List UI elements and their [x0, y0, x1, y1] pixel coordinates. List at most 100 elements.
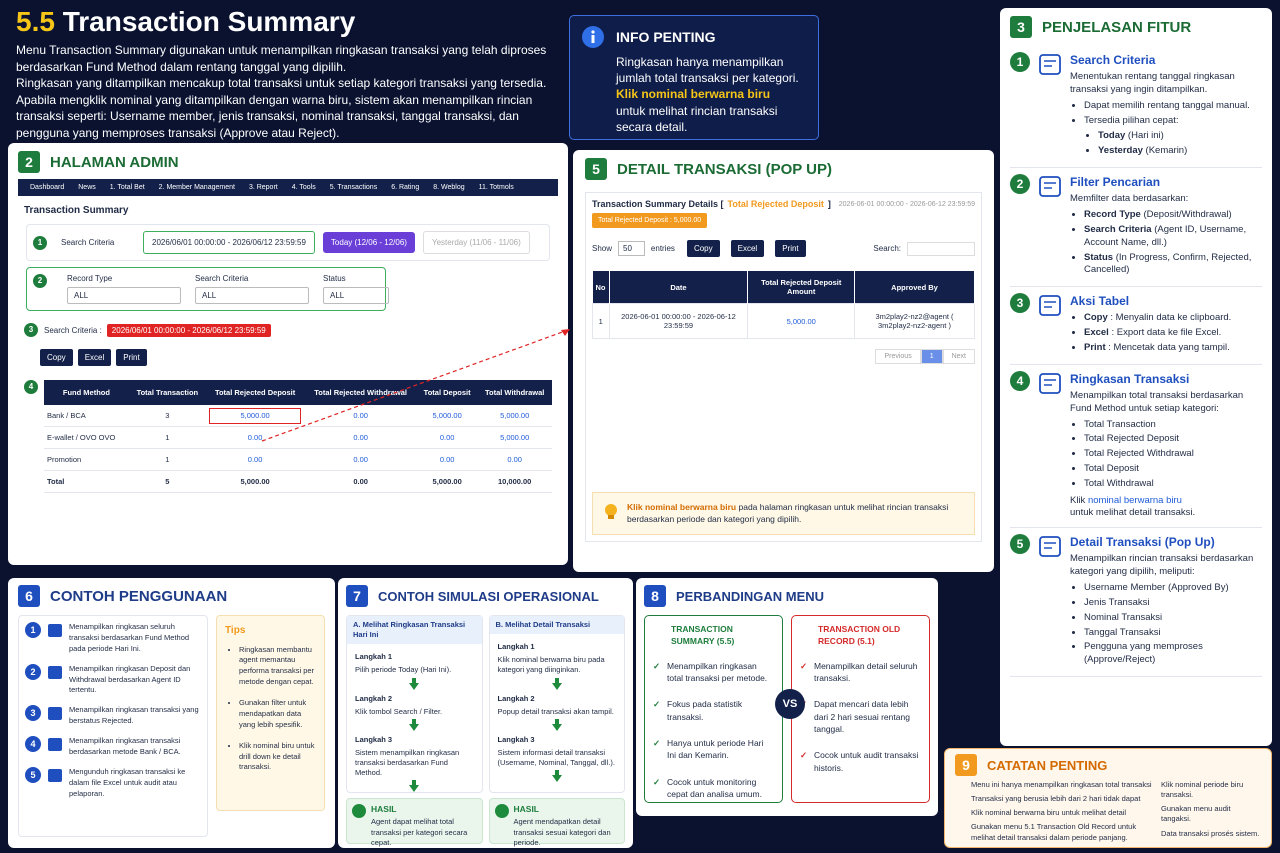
- result-text: Agent dapat melihat total transaksi per …: [371, 817, 468, 847]
- bullet: Total Rejected Deposit: [1084, 433, 1262, 446]
- amount-link[interactable]: 5,000.00: [477, 405, 552, 427]
- icon: [48, 768, 62, 782]
- date-input[interactable]: 2026/06/01 00:00:00 - 2026/06/12 23:59:5…: [143, 231, 315, 254]
- action-button[interactable]: Copy: [686, 240, 720, 257]
- feature-body: Detail Transaksi (Pop Up) Menampilkan rin…: [1070, 534, 1262, 669]
- bullet-list: Total Transaction Total Rejected Deposit T…: [1070, 419, 1262, 491]
- column-header: Fund Method: [44, 380, 129, 405]
- nav-item[interactable]: Dashboard: [30, 184, 65, 191]
- bullet-text: Tersedia pilihan cepat:: [1084, 114, 1179, 126]
- nav-item[interactable]: 6. Rating: [391, 184, 420, 191]
- action-button[interactable]: Print: [775, 240, 806, 257]
- usage-panel: 6 CONTOH PENGGUNAAN 1 Menampilkan ringkasa…: [8, 578, 335, 848]
- page-button[interactable]: 1: [920, 349, 943, 364]
- bullet: Nominal Transaksi: [1084, 612, 1262, 625]
- table-row: Promotion 1 0.00 0.00 0.00 0.00: [44, 448, 552, 471]
- step-number: 4: [24, 380, 38, 394]
- action-button[interactable]: Print: [116, 349, 147, 366]
- amount-link[interactable]: 5,000.00: [416, 405, 478, 427]
- bullet: Today (Hari ini): [1098, 130, 1262, 143]
- amount-link[interactable]: 0.00: [304, 448, 417, 471]
- table-cell: 1: [128, 448, 206, 471]
- nav-item[interactable]: 1. Total Bet: [109, 184, 145, 191]
- step-number: 2: [33, 274, 47, 288]
- amount-link[interactable]: 0.00: [416, 426, 478, 449]
- nav-item[interactable]: News: [78, 184, 96, 191]
- amount-link[interactable]: 0.00: [304, 405, 417, 427]
- feature-body: Filter Pencarian Memfilter data berdasark…: [1070, 174, 1262, 279]
- section-number: 7: [346, 585, 368, 607]
- usage-body: 1 Menampilkan ringkasan seluruh transaksi…: [18, 615, 325, 837]
- column-header: Total Rejected Withdrawal: [304, 380, 417, 405]
- amount-link[interactable]: 5,000.00: [205, 405, 305, 427]
- bullet-text: Total Deposit: [1084, 463, 1139, 474]
- compare-point: Dapat mencari data lebih dari 2 hari ses…: [800, 698, 921, 735]
- amount-link[interactable]: 0.00: [416, 448, 478, 471]
- feature-title: Aksi Tabel: [1070, 294, 1130, 309]
- amount-link[interactable]: 5,000.00: [477, 426, 552, 449]
- action-button[interactable]: Excel: [77, 349, 112, 366]
- sim-result: HASIL Agent mendapatkan detail transaksi …: [488, 798, 625, 847]
- info-title: INFO PENTING: [616, 29, 716, 45]
- item-number: 4: [25, 736, 41, 752]
- search-input[interactable]: [907, 241, 975, 256]
- bullet: Yesterday (Kemarin): [1098, 145, 1262, 158]
- page-title: 5.5 Transaction Summary: [16, 6, 556, 38]
- bullet-text: Dapat memilih rentang tanggal manual.: [1084, 99, 1250, 111]
- bullet-text: Total Transaction: [1084, 418, 1156, 430]
- action-button[interactable]: Excel: [730, 240, 765, 257]
- note-line: Klik nominal periode biru transaksi.: [1161, 780, 1244, 800]
- show-select[interactable]: 50: [618, 241, 645, 256]
- yesterday-button[interactable]: Yesterday (11/06 - 11/06): [422, 231, 530, 254]
- page-button[interactable]: Next: [942, 349, 975, 364]
- nav-item[interactable]: 4. Tools: [291, 184, 316, 191]
- sim-column: A. Melihat Ringkasan Transaksi Hari Ini L…: [346, 615, 483, 847]
- usage-icon: [47, 664, 63, 684]
- feature-body: Aksi Tabel Copy : Menyalin data ke clipbo…: [1070, 293, 1231, 357]
- filter-select[interactable]: ALL: [67, 287, 181, 304]
- table-row: E-wallet / OVO OVO 1 0.00 0.00 0.00 5,000.00: [44, 426, 552, 449]
- usage-text: Menampilkan ringkasan Deposit dan Withdr…: [69, 663, 191, 695]
- compare-point: Menampilkan detail seluruh transaksi.: [800, 660, 921, 685]
- nav-item[interactable]: 3. Report: [248, 184, 278, 191]
- icon: [1039, 295, 1061, 317]
- bullet-bold: Copy: [1084, 312, 1108, 324]
- item-number: 1: [1010, 52, 1030, 72]
- table-body: Bank / BCA 3 5,000.00 0.00 5,000.00 5,000.00 E…: [44, 405, 552, 493]
- filter-select[interactable]: ALL: [195, 287, 309, 304]
- note-line: Data transaksi prosés sistem.: [1161, 828, 1260, 838]
- filter-select[interactable]: ALL: [323, 287, 389, 304]
- compare-panel: 8 PERBANDINGAN MENU TRANSACTION SUMMARY (…: [636, 578, 938, 816]
- table-row: 1 2026-06-01 00:00:00 - 2026-06-12 23:59:…: [592, 303, 975, 339]
- bullet-text: Pengguna yang memproses (Approve/Reject): [1084, 641, 1203, 666]
- note-highlight: Klik nominal berwarna biru: [627, 501, 737, 512]
- table-row: Total 5 5,000.00 0.00 5,000.00 10,000.00: [44, 470, 552, 493]
- amount-link[interactable]: 5,000.00: [747, 303, 855, 339]
- amount-link[interactable]: 0.00: [205, 448, 305, 471]
- nav-item[interactable]: 8. Weblog: [433, 184, 465, 191]
- today-button[interactable]: Today (12/06 - 12/06): [322, 232, 415, 253]
- item-number: 3: [1010, 293, 1030, 314]
- usage-icon: [47, 767, 63, 787]
- amount-link[interactable]: 0.00: [205, 426, 305, 449]
- bullet-text: (Deposit/Withdrawal): [1143, 209, 1232, 221]
- feature-desc: Menentukan rentang tanggal ringkasan tra…: [1070, 71, 1235, 95]
- amount-link[interactable]: 0.00: [304, 426, 417, 449]
- section-title: HALAMAN ADMIN: [50, 153, 179, 171]
- compare-box: TRANSACTION SUMMARY (5.5) Menampilkan rin…: [644, 615, 783, 803]
- sim-steps: A. Melihat Ringkasan Transaksi Hari Ini L…: [346, 615, 483, 793]
- feature-icon: [1038, 293, 1062, 357]
- icon: [1039, 176, 1061, 197]
- nav-item[interactable]: 5. Transactions: [329, 184, 378, 191]
- page-button[interactable]: Previous: [875, 349, 921, 364]
- action-button[interactable]: Copy: [40, 349, 73, 366]
- notes-panel: 9 CATATAN PENTING Menu ini hanya menampil…: [944, 748, 1272, 848]
- table-head: Fund Method Total Transaction Total Reject…: [44, 380, 552, 405]
- usage-list: 1 Menampilkan ringkasan seluruh transaksi…: [18, 615, 208, 837]
- feature-title: Search Criteria: [1070, 53, 1156, 67]
- amount-link[interactable]: 0.00: [477, 448, 552, 471]
- nav-item[interactable]: 11. Totmols: [478, 184, 514, 191]
- arrow-icon: [551, 718, 562, 731]
- nav-item[interactable]: 2. Member Management: [158, 184, 235, 191]
